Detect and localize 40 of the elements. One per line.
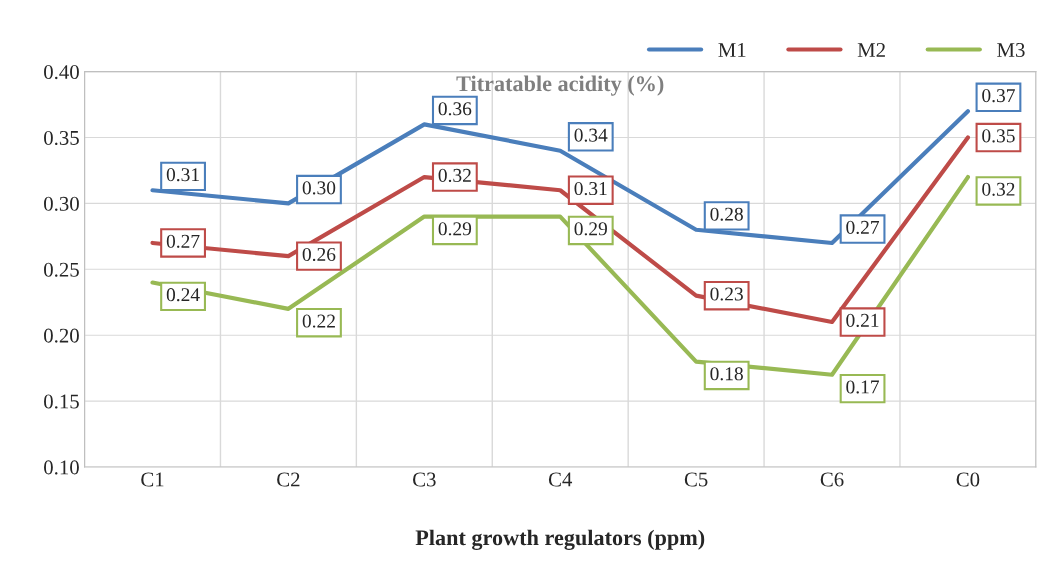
x-tick-label: C2 — [277, 472, 300, 487]
x-tick-label: C4 — [548, 472, 573, 487]
data-label: 0.34 — [574, 128, 608, 142]
data-label: 0.23 — [710, 287, 743, 301]
data-label: 0.29 — [438, 222, 472, 236]
y-tick-label: 0.10 — [44, 460, 79, 475]
y-tick-label: 0.40 — [44, 65, 79, 80]
data-label: 0.30 — [302, 181, 336, 195]
data-label: 0.29 — [574, 222, 607, 236]
data-label: 0.18 — [710, 367, 743, 381]
data-label: 0.27 — [166, 234, 200, 248]
y-tick-label: 0.30 — [44, 196, 79, 211]
x-tick-label: C6 — [820, 472, 844, 487]
data-label: 0.22 — [302, 314, 335, 328]
data-label: 0.31 — [166, 168, 199, 182]
y-tick-label: 0.35 — [44, 130, 79, 146]
data-label: 0.31 — [574, 181, 607, 196]
data-label: 0.21 — [846, 313, 879, 327]
data-label: 0.28 — [710, 207, 743, 221]
data-label: 0.17 — [846, 380, 880, 394]
x-tick-label: C1 — [141, 472, 164, 487]
data-label: 0.36 — [438, 102, 472, 116]
data-label: 0.26 — [302, 247, 336, 262]
data-label: 0.32 — [438, 168, 471, 183]
data-label: 0.37 — [982, 89, 1015, 103]
legend-label: M1 — [718, 43, 746, 57]
legend-label: M2 — [857, 42, 885, 57]
x-tick-label: C3 — [413, 472, 436, 487]
y-tick-label: 0.25 — [44, 262, 79, 277]
data-label: 0.35 — [982, 129, 1015, 143]
data-label: 0.24 — [166, 288, 200, 302]
data-label: 0.27 — [846, 220, 880, 235]
x-axis-title: Plant growth regulators (ppm) — [415, 529, 705, 550]
x-tick-label: C5 — [684, 472, 708, 487]
x-tick-label: C0 — [956, 472, 980, 487]
y-tick-label: 0.15 — [44, 394, 79, 409]
y-tick-label: 0.20 — [44, 328, 79, 343]
legend-label: M3 — [997, 42, 1025, 57]
chart-title: Titratable acidity (%) — [456, 75, 664, 96]
data-label: 0.32 — [982, 182, 1015, 196]
